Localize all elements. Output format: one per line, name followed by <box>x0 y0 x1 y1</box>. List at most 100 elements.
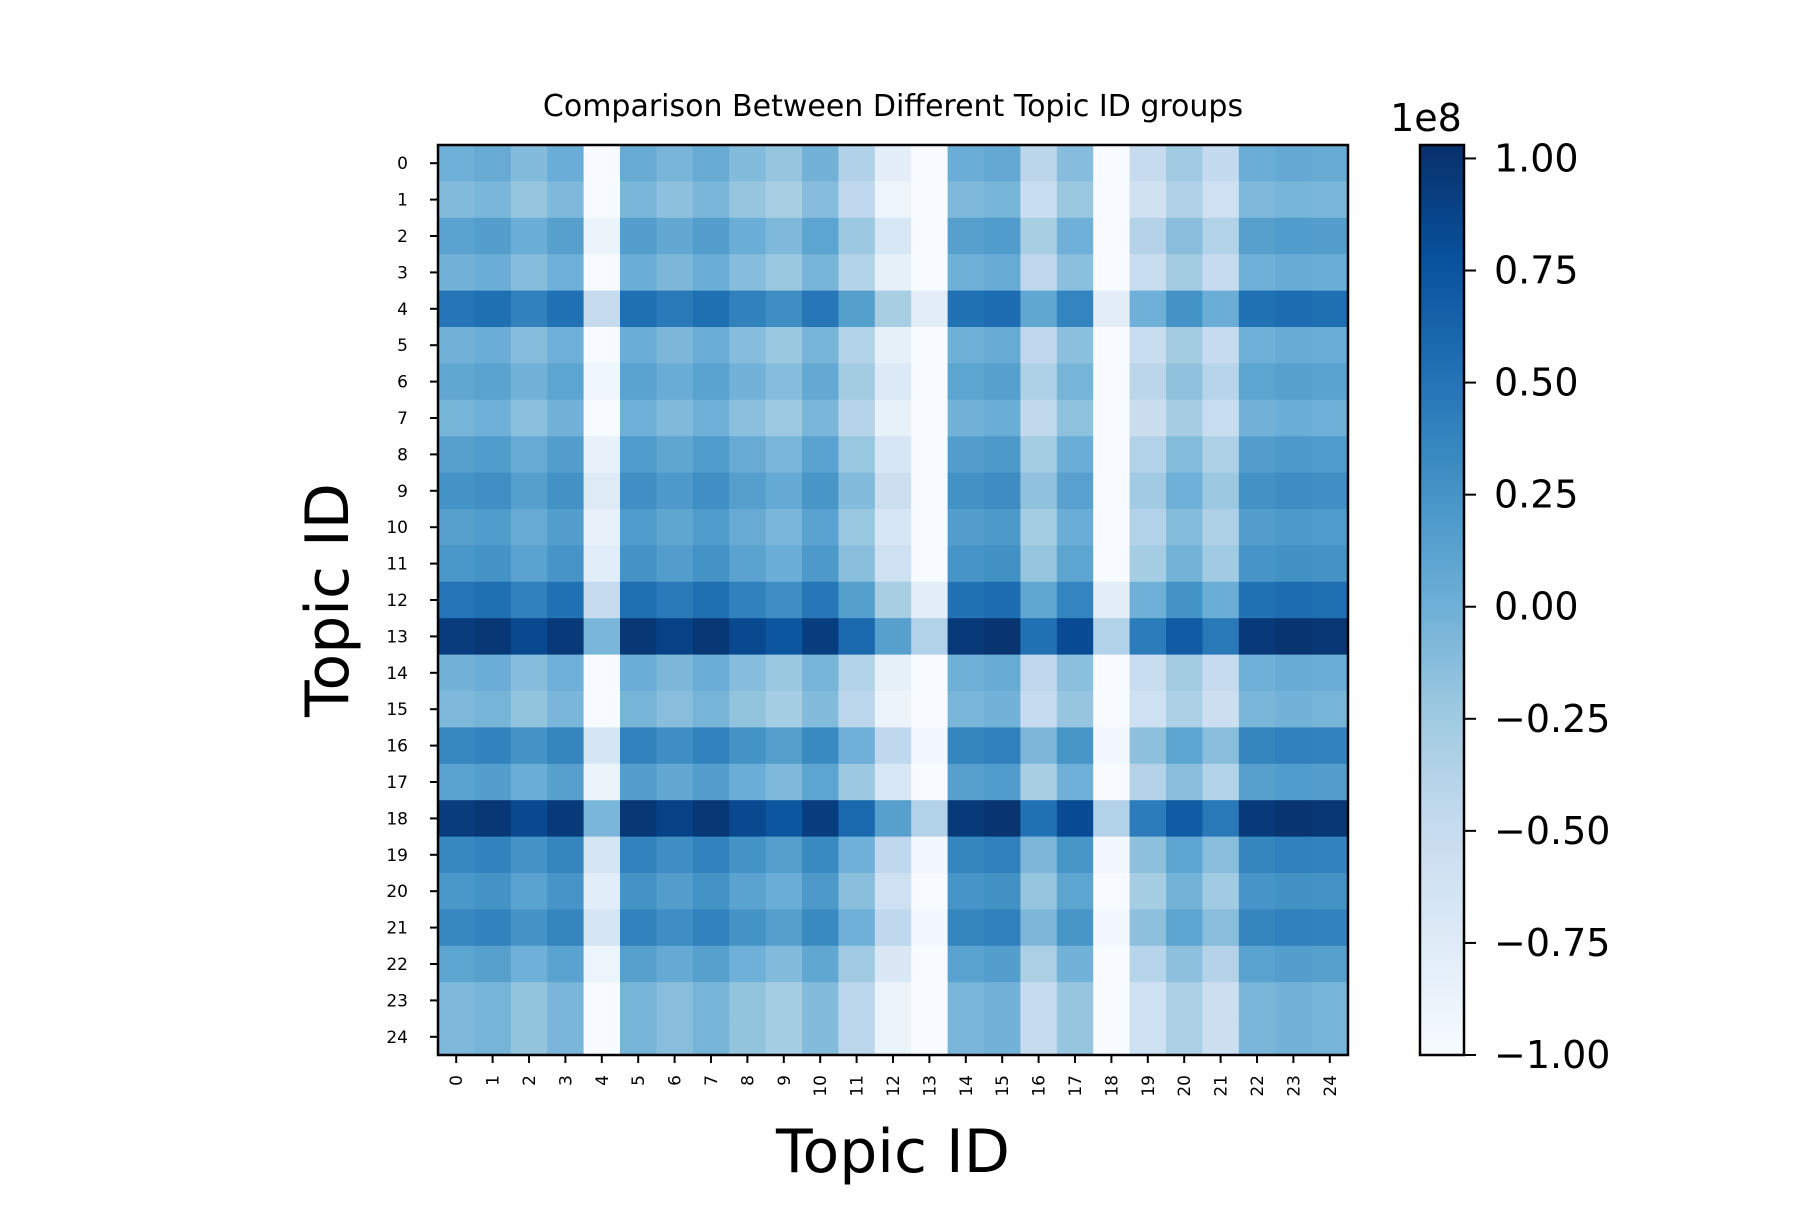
colorbar-tick-label: −0.25 <box>1494 697 1610 741</box>
x-tick-label: 15 <box>993 1075 1013 1097</box>
x-tick-label: 12 <box>884 1075 904 1097</box>
heatmap-cell <box>620 327 657 364</box>
heatmap-cell <box>1275 254 1313 292</box>
heatmap-cell <box>729 909 767 947</box>
heatmap-cell <box>765 836 803 874</box>
heatmap-cell <box>692 581 730 619</box>
heatmap-cell <box>1202 545 1240 583</box>
heatmap-cell <box>838 509 876 546</box>
heatmap-cell <box>1093 873 1131 910</box>
heatmap-cell <box>1238 545 1276 583</box>
heatmap-cell <box>1129 654 1167 692</box>
heatmap-cell <box>620 181 657 219</box>
heatmap-cell <box>1311 436 1349 474</box>
heatmap-cell <box>1275 763 1313 801</box>
heatmap-cell <box>620 945 657 983</box>
y-tick-label: 5 <box>397 336 408 356</box>
heatmap-cell <box>692 545 730 583</box>
heatmap-cell <box>838 945 876 983</box>
heatmap-cell <box>692 691 730 728</box>
heatmap-cell <box>692 800 730 838</box>
heatmap-cell <box>1093 290 1131 328</box>
heatmap-cell <box>692 290 730 328</box>
heatmap-cell <box>1093 945 1131 983</box>
heatmap-cell <box>765 217 803 255</box>
y-tick-label: 23 <box>386 991 408 1011</box>
heatmap-cell <box>1056 763 1094 801</box>
x-tick-label: 8 <box>738 1075 758 1086</box>
heatmap-cell <box>838 145 876 182</box>
heatmap-cell <box>474 363 512 401</box>
heatmap-cell <box>547 654 585 692</box>
y-tick-label: 6 <box>397 373 408 393</box>
heatmap-cell <box>874 763 912 801</box>
heatmap-cell <box>1202 909 1240 947</box>
heatmap-cell <box>620 618 657 656</box>
heatmap-cell <box>1202 327 1240 364</box>
heatmap-cell <box>1202 509 1240 546</box>
heatmap-cell <box>838 581 876 619</box>
heatmap-cell <box>874 945 912 983</box>
heatmap-cell <box>1238 436 1276 474</box>
heatmap-cell <box>1238 691 1276 728</box>
heatmap-cell <box>1202 399 1240 437</box>
heatmap-cell <box>802 836 839 874</box>
heatmap-cell <box>729 581 767 619</box>
heatmap-cell <box>474 800 512 838</box>
heatmap-cell <box>1129 327 1167 364</box>
heatmap-cell <box>911 145 949 182</box>
heatmap-cell <box>1056 254 1094 292</box>
heatmap-cell <box>802 290 839 328</box>
heatmap-cell <box>474 436 512 474</box>
heatmap-cell <box>474 254 512 292</box>
heatmap-cell <box>438 654 475 692</box>
heatmap-cell <box>547 145 585 182</box>
heatmap-cell <box>547 618 585 656</box>
heatmap-cell <box>1275 509 1313 546</box>
heatmap-cell <box>1202 217 1240 255</box>
y-tick-label: 20 <box>386 882 408 902</box>
heatmap-cell <box>1238 836 1276 874</box>
heatmap-cell <box>984 654 1021 692</box>
heatmap-cell <box>620 873 657 910</box>
heatmap-cell <box>765 436 803 474</box>
heatmap-cell <box>802 654 839 692</box>
heatmap-cell <box>1020 363 1058 401</box>
heatmap-cell <box>547 472 585 510</box>
heatmap-cell <box>1056 581 1094 619</box>
heatmap-cell <box>1202 436 1240 474</box>
heatmap-cell <box>547 763 585 801</box>
heatmap-cell <box>1129 217 1167 255</box>
heatmap-cell <box>1238 618 1276 656</box>
heatmap-cell <box>510 982 548 1020</box>
x-tick-label: 0 <box>447 1075 467 1086</box>
heatmap-cell <box>692 618 730 656</box>
heatmap-cell <box>583 727 621 765</box>
heatmap-cell <box>874 509 912 546</box>
heatmap-cell <box>984 399 1021 437</box>
colorbar-tick-label: 0.50 <box>1494 361 1579 405</box>
heatmap-cell <box>547 691 585 728</box>
heatmap-cell <box>692 472 730 510</box>
heatmap-cell <box>729 982 767 1020</box>
heatmap-cell <box>838 545 876 583</box>
heatmap-cell <box>1129 763 1167 801</box>
heatmap-cell <box>1202 181 1240 219</box>
heatmap-cell <box>765 654 803 692</box>
heatmap-cell <box>802 472 839 510</box>
heatmap-cell <box>1056 836 1094 874</box>
heatmap-cell <box>1166 509 1203 546</box>
x-tick-label: 13 <box>920 1075 940 1097</box>
heatmap-cell <box>692 727 730 765</box>
heatmap-cell <box>583 181 621 219</box>
heatmap-cell <box>1166 763 1203 801</box>
heatmap-cell <box>547 545 585 583</box>
heatmap-cell <box>984 982 1021 1020</box>
heatmap-cell <box>583 290 621 328</box>
heatmap-cell <box>438 436 475 474</box>
heatmap-cell <box>510 363 548 401</box>
heatmap-cell <box>438 472 475 510</box>
heatmap-cell <box>838 763 876 801</box>
heatmap-cell <box>947 327 985 364</box>
heatmap-cell <box>874 654 912 692</box>
